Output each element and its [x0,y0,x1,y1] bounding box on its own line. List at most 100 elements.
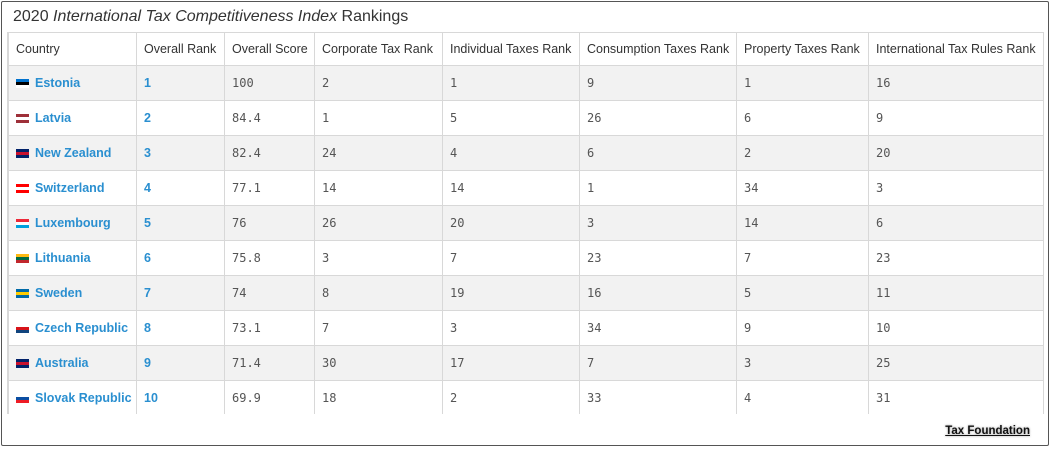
country-link[interactable]: Czech Republic [35,321,129,335]
individual-cell: 2 [442,380,580,414]
country-cell: Switzerland [8,170,137,206]
rankings-table-scroll[interactable]: Country Overall Rank Overall Score Corporat… [7,32,1044,414]
individual-cell: 19 [442,275,580,311]
corporate-cell: 14 [314,170,443,206]
table-row: Latvia 2 84.4 1 5 26 6 9 [8,100,1043,136]
overall-score-cell: 82.4 [224,135,315,171]
flag-icon [16,184,29,193]
column-header[interactable]: International Tax Rules Rank [868,32,1043,66]
column-header[interactable]: Consumption Taxes Rank [579,32,737,66]
overall-rank-cell[interactable]: 2 [136,100,225,136]
overall-rank-cell[interactable]: 3 [136,135,225,171]
individual-cell: 20 [442,205,580,241]
corporate-cell: 2 [314,65,443,101]
consumption-cell: 34 [579,310,737,346]
title-year: 2020 [13,8,49,25]
flag-icon [16,219,29,228]
table-row: Sweden 7 74 8 19 16 5 11 [8,275,1043,311]
overall-rank-cell[interactable]: 10 [136,380,225,414]
country-link[interactable]: Sweden [35,286,83,300]
overall-rank-cell[interactable]: 4 [136,170,225,206]
country-link[interactable]: New Zealand [35,146,112,160]
corporate-cell: 8 [314,275,443,311]
flag-icon [16,149,29,158]
overall-rank-cell[interactable]: 9 [136,345,225,381]
overall-rank-cell[interactable]: 7 [136,275,225,311]
country-cell: Latvia [8,100,137,136]
overall-rank-cell[interactable]: 1 [136,65,225,101]
table-row: Switzerland 4 77.1 14 14 1 34 3 [8,170,1043,206]
property-cell: 14 [736,205,869,241]
column-header[interactable]: Corporate Tax Rank [314,32,443,66]
title-index-name: International Tax Competitiveness Index [53,8,338,25]
flag-icon [16,289,29,298]
overall-rank-cell[interactable]: 5 [136,205,225,241]
table-row: Slovak Republic 10 69.9 18 2 33 4 31 [8,380,1043,414]
corporate-cell: 26 [314,205,443,241]
property-cell: 2 [736,135,869,171]
country-link[interactable]: Estonia [35,76,81,90]
international-cell: 20 [868,135,1043,171]
overall-score-cell: 77.1 [224,170,315,206]
table-row: New Zealand 3 82.4 24 4 6 2 20 [8,135,1043,171]
header-row: Country Overall Rank Overall Score Corporat… [8,32,1043,66]
table-row: Australia 9 71.4 30 17 7 3 25 [8,345,1043,381]
tax-foundation-link[interactable]: Tax Foundation [945,425,1030,437]
country-link[interactable]: Latvia [35,111,72,125]
property-cell: 7 [736,240,869,276]
country-link[interactable]: Australia [35,356,89,370]
corporate-cell: 3 [314,240,443,276]
individual-cell: 17 [442,345,580,381]
individual-cell: 1 [442,65,580,101]
overall-rank-cell[interactable]: 8 [136,310,225,346]
table-row: Czech Republic 8 73.1 7 3 34 9 10 [8,310,1043,346]
country-cell: Luxembourg [8,205,137,241]
column-header[interactable]: Property Taxes Rank [736,32,869,66]
corporate-cell: 24 [314,135,443,171]
flag-icon [16,324,29,333]
consumption-cell: 33 [579,380,737,414]
country-cell: Lithuania [8,240,137,276]
table-row: Luxembourg 5 76 26 20 3 14 6 [8,205,1043,241]
consumption-cell: 26 [579,100,737,136]
country-cell: Estonia [8,65,137,101]
corporate-cell: 7 [314,310,443,346]
country-cell: New Zealand [8,135,137,171]
consumption-cell: 7 [579,345,737,381]
corporate-cell: 1 [314,100,443,136]
overall-score-cell: 73.1 [224,310,315,346]
country-link[interactable]: Slovak Republic [35,391,132,405]
individual-cell: 7 [442,240,580,276]
column-header[interactable]: Country [8,32,137,66]
country-cell: Slovak Republic [8,380,137,414]
country-link[interactable]: Lithuania [35,251,91,265]
property-cell: 6 [736,100,869,136]
table-body: Estonia 1 100 2 1 9 1 16 Latvia 2 84.4 1 5 26 6 9 New Ze… [8,65,1043,414]
property-cell: 34 [736,170,869,206]
international-cell: 10 [868,310,1043,346]
property-cell: 4 [736,380,869,414]
column-header[interactable]: Individual Taxes Rank [442,32,580,66]
overall-score-cell: 100 [224,65,315,101]
country-link[interactable]: Switzerland [35,181,105,195]
column-header[interactable]: Overall Rank [136,32,225,66]
international-cell: 3 [868,170,1043,206]
country-cell: Australia [8,345,137,381]
column-header[interactable]: Overall Score [224,32,315,66]
consumption-cell: 6 [579,135,737,171]
corporate-cell: 30 [314,345,443,381]
flag-icon [16,394,29,403]
individual-cell: 14 [442,170,580,206]
country-cell: Czech Republic [8,310,137,346]
flag-icon [16,79,29,88]
property-cell: 9 [736,310,869,346]
title-suffix: Rankings [341,8,409,25]
country-link[interactable]: Luxembourg [35,216,111,230]
overall-score-cell: 74 [224,275,315,311]
international-cell: 6 [868,205,1043,241]
international-cell: 31 [868,380,1043,414]
flag-icon [16,254,29,263]
property-cell: 5 [736,275,869,311]
overall-rank-cell[interactable]: 6 [136,240,225,276]
